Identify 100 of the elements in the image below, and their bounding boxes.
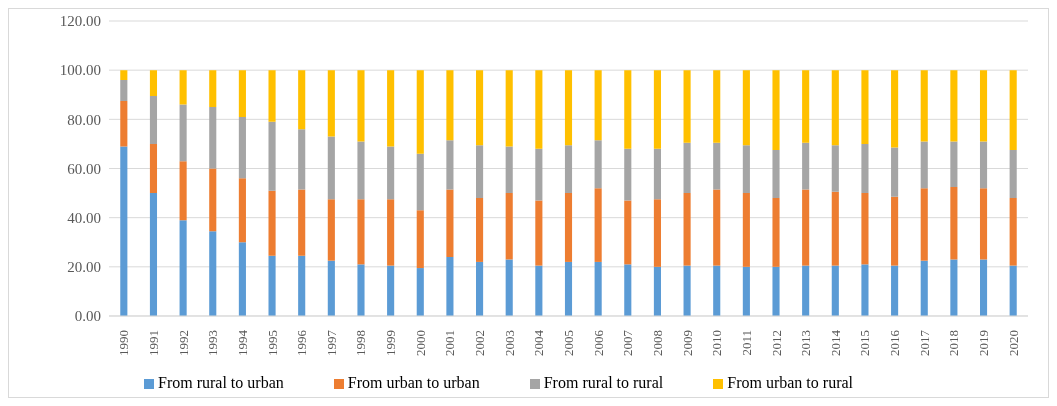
bar <box>891 196 899 266</box>
bar <box>683 193 691 266</box>
bar <box>505 146 513 194</box>
bar <box>594 70 602 141</box>
bar <box>476 70 484 146</box>
bar <box>179 70 187 105</box>
bar <box>327 70 335 137</box>
bar <box>298 129 306 190</box>
bar <box>594 261 602 316</box>
bar <box>891 70 899 148</box>
legend-label: From urban to rural <box>727 374 853 391</box>
bar <box>149 143 158 194</box>
bar <box>327 136 335 200</box>
bar <box>387 146 395 200</box>
bar <box>120 80 128 101</box>
bar <box>861 193 869 265</box>
bar <box>564 70 573 146</box>
bar <box>446 140 454 190</box>
bar <box>683 70 691 143</box>
bar <box>238 178 246 243</box>
bar <box>387 199 395 266</box>
x-tick-label: 1996 <box>294 329 310 356</box>
bar <box>802 265 810 316</box>
x-tick-label: 1990 <box>116 330 132 356</box>
bar <box>416 268 424 316</box>
bar <box>831 145 839 192</box>
bar <box>357 141 365 200</box>
bar <box>624 148 632 201</box>
bar <box>120 70 128 80</box>
bar <box>446 257 454 316</box>
bar <box>564 145 573 194</box>
bar <box>416 153 424 211</box>
bar <box>891 265 899 316</box>
bar <box>653 266 661 316</box>
bar <box>535 70 543 149</box>
bar <box>950 70 958 142</box>
bar <box>624 70 632 149</box>
bar <box>268 121 276 191</box>
bar <box>979 259 988 316</box>
x-tick-label: 2014 <box>827 329 843 356</box>
bar <box>802 189 810 266</box>
x-tick-label: 2019 <box>976 330 992 356</box>
bar <box>179 220 187 316</box>
bar <box>920 260 928 316</box>
x-tick-label: 1993 <box>205 330 221 356</box>
bar <box>713 70 721 143</box>
bar <box>594 188 602 262</box>
bar <box>861 70 869 144</box>
bar <box>831 191 839 266</box>
x-tick-label: 1995 <box>264 330 280 356</box>
bar <box>476 261 484 316</box>
x-tick-label: 2015 <box>857 330 873 356</box>
bar <box>713 265 721 316</box>
y-tick-label: 60.00 <box>67 160 101 177</box>
bar <box>298 189 306 256</box>
bar <box>268 70 276 122</box>
legend-label: From urban to urban <box>347 374 480 391</box>
y-tick-label: 0.00 <box>74 308 101 325</box>
bar <box>979 188 988 260</box>
bar <box>1009 150 1017 198</box>
y-tick-label: 100.00 <box>59 62 101 79</box>
y-tick-label: 20.00 <box>67 259 101 276</box>
bar <box>505 193 513 260</box>
x-tick-label: 2010 <box>709 330 725 356</box>
bar <box>772 150 780 198</box>
x-tick-label: 2006 <box>590 329 606 356</box>
x-tick-label: 2005 <box>561 330 576 356</box>
x-tick-label: 2002 <box>472 330 488 356</box>
bar <box>179 161 187 221</box>
x-tick-label: 2000 <box>412 330 428 356</box>
x-tick-label: 2018 <box>946 330 962 356</box>
bar <box>387 265 395 316</box>
bar <box>238 70 246 117</box>
bar <box>802 70 810 143</box>
bar <box>979 141 988 189</box>
bar <box>624 264 632 316</box>
legend-label: From rural to rural <box>543 374 664 391</box>
bar <box>209 107 217 169</box>
bar <box>476 145 484 198</box>
x-tick-label: 2017 <box>916 329 932 356</box>
bar <box>861 143 869 194</box>
x-tick-label: 2008 <box>649 330 665 356</box>
bar <box>268 190 276 256</box>
bar <box>416 210 424 269</box>
bar <box>1009 198 1017 266</box>
x-tick-label: 1998 <box>353 330 369 356</box>
x-tick-label: 2020 <box>1005 330 1021 356</box>
bar <box>505 70 513 147</box>
bar <box>476 198 484 262</box>
x-tick-label: 2004 <box>531 329 547 356</box>
bar <box>683 265 691 316</box>
y-tick-label: 80.00 <box>67 111 101 128</box>
bar <box>920 141 928 189</box>
bar <box>357 70 365 142</box>
bar <box>149 70 158 96</box>
bar <box>831 265 839 316</box>
bar <box>120 146 128 316</box>
bar <box>327 199 335 261</box>
x-tick-label: 2003 <box>501 330 517 356</box>
bar <box>238 116 246 179</box>
